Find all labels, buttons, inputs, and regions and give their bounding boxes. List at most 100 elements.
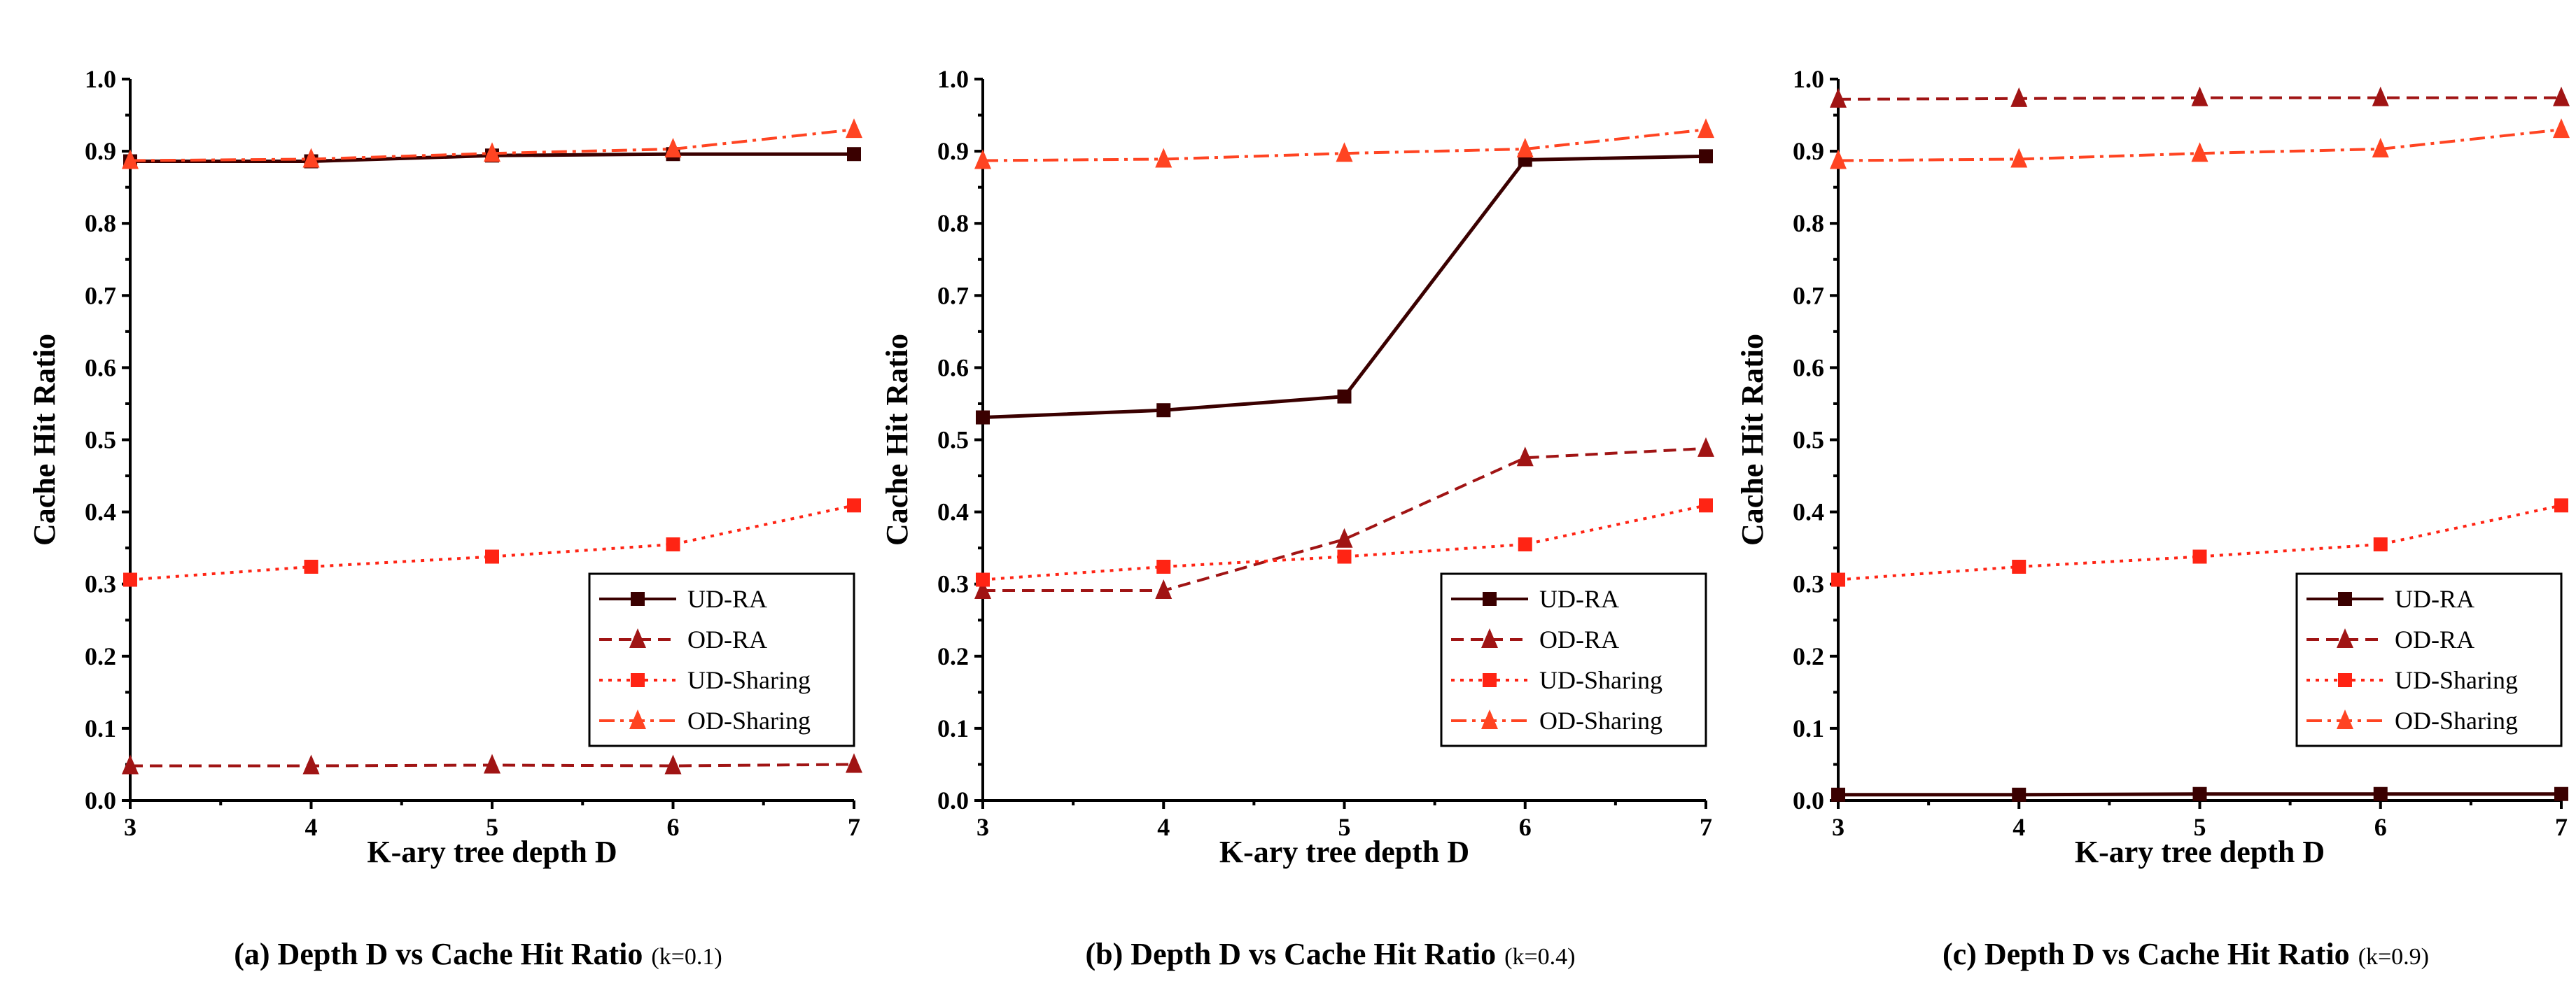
data-point — [1336, 528, 1353, 548]
y-tick-label: 0.0 — [937, 786, 969, 814]
y-tick-label: 0.5 — [1793, 426, 1824, 454]
data-point — [2192, 549, 2207, 564]
x-tick-label: 5 — [486, 813, 498, 841]
data-point — [2373, 786, 2388, 801]
series-line — [983, 446, 1707, 592]
data-point — [2553, 118, 2570, 139]
y-tick-label: 0.9 — [85, 137, 116, 165]
x-tick-label: 7 — [848, 813, 860, 841]
data-point — [664, 754, 682, 775]
y-tick-label: 0.6 — [937, 353, 969, 381]
data-point — [974, 579, 991, 599]
series-line — [982, 154, 1707, 420]
data-point — [2373, 537, 2388, 551]
y-tick-label: 0.1 — [1793, 714, 1824, 742]
legend: UD-RA OD-RA UD-Sharing OD-Sharing — [588, 572, 855, 747]
y-tick-label: 0.2 — [85, 642, 116, 670]
x-tick-label: 4 — [2012, 813, 2025, 841]
y-tick-label: 0.9 — [1793, 137, 1824, 165]
y-axis-label: Cache Hit Ratio — [880, 334, 914, 546]
series-ud-sharing — [123, 498, 861, 587]
panel-caption: (a) Depth D vs Cache Hit Ratio (k=0.1) — [234, 937, 722, 971]
series-od-sharing — [122, 118, 862, 169]
y-tick-label: 0.7 — [937, 281, 969, 309]
y-axis-label: Cache Hit Ratio — [27, 334, 62, 546]
y-tick-label: 0.8 — [85, 209, 116, 237]
series-od-ra — [974, 437, 1714, 599]
series-ud-sharing — [976, 498, 1713, 587]
legend-marker — [1481, 628, 1498, 648]
data-point — [1337, 549, 1352, 564]
y-tick-label: 0.8 — [937, 209, 969, 237]
data-point — [2191, 142, 2208, 162]
y-axis-label: Cache Hit Ratio — [1735, 334, 1770, 546]
chart-panel-c: 0.0 0.1 0.2 0.3 0.4 0.5 0.6 0.7 0.8 0.9 1.0 3 4 5 6 7 K-… — [1735, 65, 2570, 971]
y-tick-label: 0.8 — [1793, 209, 1824, 237]
legend-label: UD-RA — [687, 585, 767, 613]
data-point — [976, 572, 990, 587]
data-point — [1516, 138, 1534, 158]
x-tick-label: 6 — [667, 813, 680, 841]
series-ud-ra — [1831, 786, 2568, 802]
legend: UD-RA OD-RA UD-Sharing OD-Sharing — [2295, 572, 2563, 747]
data-point — [1699, 149, 1713, 164]
data-point — [1831, 572, 1845, 587]
data-point — [2554, 786, 2568, 801]
y-tick-label: 1.0 — [937, 65, 969, 93]
legend-label: OD-Sharing — [687, 707, 811, 735]
legend-label: OD-RA — [1539, 626, 1619, 654]
legend-marker — [2337, 628, 2353, 648]
data-point — [1155, 148, 1172, 168]
x-tick-label: 3 — [976, 813, 989, 841]
y-tick-label: 0.6 — [85, 353, 116, 381]
caption-title: (b) Depth D vs Cache Hit Ratio — [1086, 937, 1497, 971]
data-point — [1830, 87, 1847, 108]
x-tick-label: 6 — [2374, 813, 2387, 841]
data-point — [2010, 87, 2028, 107]
y-tick-label: 0.2 — [1793, 642, 1824, 670]
y-tick-label: 0.4 — [937, 498, 969, 526]
data-point — [2191, 86, 2208, 106]
legend-marker — [631, 673, 645, 687]
caption-parameter: (k=0.9) — [2358, 944, 2429, 970]
data-point — [2554, 498, 2568, 513]
data-point — [1698, 437, 1714, 457]
y-tick-label: 0.3 — [1793, 570, 1824, 598]
data-point — [2192, 786, 2207, 801]
data-point — [976, 410, 990, 425]
series-line — [1837, 504, 2562, 581]
x-tick-label: 5 — [1338, 813, 1351, 841]
x-tick-label: 4 — [305, 813, 318, 841]
y-tick-label: 0.0 — [1793, 786, 1824, 814]
data-point — [2372, 86, 2389, 106]
data-point — [2010, 148, 2028, 168]
data-point — [846, 753, 862, 773]
series-od-sharing — [1830, 118, 2570, 169]
x-tick-label: 3 — [124, 813, 136, 841]
data-point — [304, 559, 318, 574]
data-point — [485, 549, 499, 564]
y-tick-label: 0.7 — [85, 281, 116, 309]
legend-label: UD-RA — [2395, 585, 2474, 613]
x-tick-label: 3 — [1832, 813, 1844, 841]
legend-label: UD-RA — [1539, 585, 1619, 613]
data-point — [2553, 86, 2570, 106]
legend-marker — [1483, 592, 1497, 606]
x-axis-label: K-ary tree depth D — [1219, 835, 1469, 869]
series-ud-ra — [976, 149, 1713, 425]
chart-panel-a: 0.0 0.1 0.2 0.3 0.4 0.5 0.6 0.7 0.8 0.9 1.0 3 4 5 6 7 K-… — [27, 65, 862, 971]
data-point — [1336, 142, 1353, 162]
y-tick-label: 1.0 — [1793, 65, 1824, 93]
x-tick-label: 6 — [1519, 813, 1532, 841]
data-point — [1337, 389, 1352, 404]
y-tick-label: 0.2 — [937, 642, 969, 670]
y-tick-label: 0.7 — [1793, 281, 1824, 309]
legend-marker — [631, 592, 645, 606]
data-point — [1156, 403, 1171, 418]
data-point — [666, 537, 680, 551]
data-point — [1830, 149, 1847, 169]
legend-marker — [629, 628, 646, 648]
y-tick-label: 0.3 — [937, 570, 969, 598]
data-point — [2372, 138, 2389, 158]
